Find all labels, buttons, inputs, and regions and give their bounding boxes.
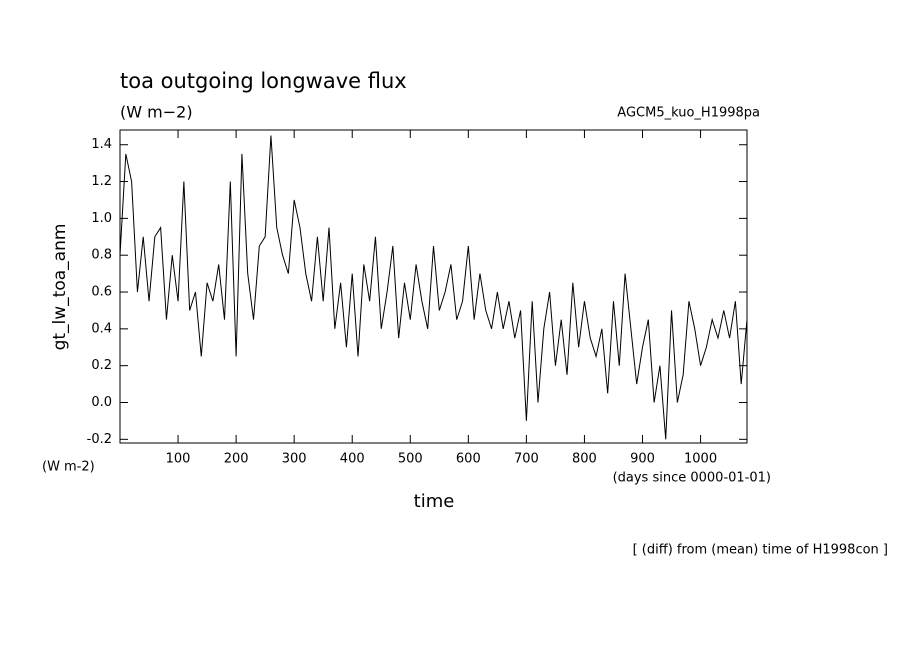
x-tick-label: 100 [166,452,191,467]
y-tick-label: 1.2 [91,174,112,189]
y-unit: (W m-2) [42,460,95,475]
plot-frame [119,129,748,444]
y-tick-label: 1.0 [91,211,112,226]
x-tick-label: 400 [340,452,365,467]
chart-title: toa outgoing longwave flux [120,69,407,93]
x-tick-label: 1000 [684,452,717,467]
y-tick-label: 0.8 [91,248,112,263]
x-axis-label: time [414,491,455,512]
y-tick-label: 1.4 [91,137,112,152]
run-label: AGCM5_kuo_H1998pa [617,106,760,121]
y-tick-label: 0.4 [91,321,112,336]
y-tick-label: -0.2 [87,432,112,447]
x-tick-label: 200 [224,452,249,467]
annotation: [ (diff) from (mean) time of H1998con ] [633,543,888,558]
x-tick-label: 600 [456,452,481,467]
x-tick-label: 900 [630,452,655,467]
y-tick-label: 0.2 [91,358,112,373]
x-tick-label: 300 [282,452,307,467]
x-unit: (days since 0000-01-01) [613,471,771,486]
x-tick-label: 500 [398,452,423,467]
y-tick-label: 0.0 [91,395,112,410]
subtitle: (W m−2) [120,103,193,122]
data-line [119,135,748,440]
x-tick-label: 800 [572,452,597,467]
y-axis-label: gt_lw_toa_anm [50,224,70,351]
x-tick-label: 700 [514,452,539,467]
y-tick-label: 0.6 [91,285,112,300]
